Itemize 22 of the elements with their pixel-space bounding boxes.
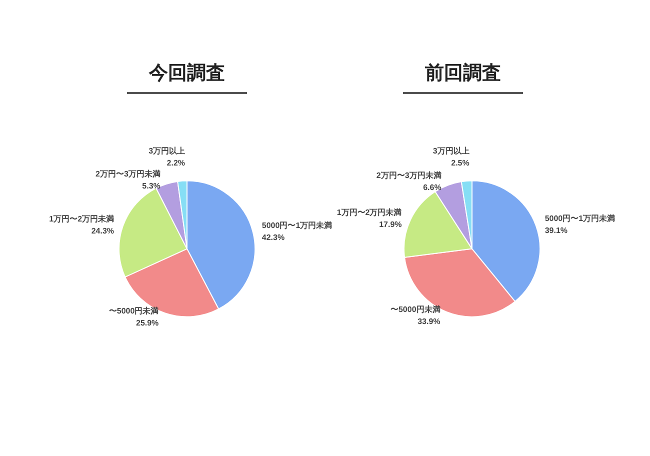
slice-label: 5000円〜1万円未満 <box>262 221 332 230</box>
data-label: 25.9% <box>136 318 159 328</box>
data-label: 33.9% <box>418 317 440 326</box>
slice-label: 2万円〜3万円未満 <box>95 170 160 179</box>
data-label: 24.3% <box>91 226 114 236</box>
data-label: 2.2% <box>166 158 186 168</box>
slice-label: 1万円〜2万円未満 <box>49 214 114 224</box>
chart-title: 今回調査 <box>127 60 247 94</box>
data-label: 5.3% <box>142 182 160 191</box>
slice-label: 1万円〜2万円未満 <box>336 208 402 217</box>
slice-label: 3万円以上 <box>148 146 186 156</box>
data-label: 17.9% <box>379 220 402 229</box>
slice-label: 2万円〜3万円未満 <box>376 171 442 180</box>
data-label: 2.5% <box>451 158 470 168</box>
slice-label: 〜5000円未満 <box>390 305 440 314</box>
data-label: 6.6% <box>423 183 442 192</box>
slice-label: 5000円〜1万円未満 <box>544 214 616 224</box>
slice-label: 3万円以上 <box>432 146 470 156</box>
chart-title: 前回調査 <box>403 60 523 94</box>
data-label: 39.1% <box>544 226 568 236</box>
slice-label: 〜5000円未満 <box>108 306 159 316</box>
data-label: 42.3% <box>262 233 285 242</box>
